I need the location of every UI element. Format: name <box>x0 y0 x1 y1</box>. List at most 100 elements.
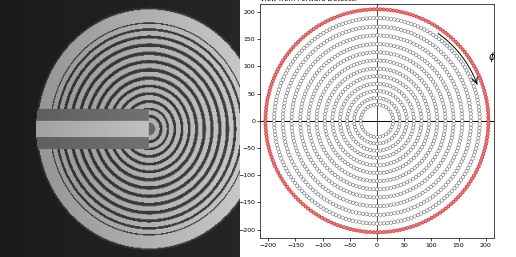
Circle shape <box>457 72 460 76</box>
Circle shape <box>476 168 479 171</box>
Circle shape <box>399 37 402 40</box>
Circle shape <box>469 108 472 112</box>
Circle shape <box>379 149 382 152</box>
Circle shape <box>416 204 420 207</box>
Circle shape <box>444 68 447 71</box>
Circle shape <box>382 213 385 216</box>
Circle shape <box>294 166 297 170</box>
Circle shape <box>345 39 348 43</box>
Circle shape <box>440 199 443 202</box>
Circle shape <box>423 69 426 73</box>
Circle shape <box>450 49 454 52</box>
Circle shape <box>308 130 311 133</box>
Circle shape <box>343 170 346 173</box>
Circle shape <box>350 103 353 106</box>
Circle shape <box>286 69 289 72</box>
Circle shape <box>442 53 445 56</box>
Circle shape <box>331 119 334 123</box>
Circle shape <box>483 149 486 152</box>
Circle shape <box>379 16 382 20</box>
Circle shape <box>372 156 375 159</box>
Circle shape <box>478 123 481 126</box>
Circle shape <box>273 105 277 108</box>
Circle shape <box>342 188 345 191</box>
Circle shape <box>382 141 385 144</box>
Circle shape <box>395 151 398 154</box>
Circle shape <box>404 129 407 132</box>
Circle shape <box>287 172 291 176</box>
Circle shape <box>303 165 307 168</box>
Circle shape <box>325 177 328 180</box>
Circle shape <box>307 207 310 210</box>
Circle shape <box>302 178 305 181</box>
Circle shape <box>316 109 319 112</box>
Circle shape <box>478 77 481 80</box>
Circle shape <box>461 123 464 126</box>
Circle shape <box>423 157 426 160</box>
Circle shape <box>332 130 335 133</box>
Circle shape <box>405 113 408 116</box>
Circle shape <box>375 89 379 93</box>
Circle shape <box>355 185 358 188</box>
Circle shape <box>297 86 300 89</box>
Circle shape <box>417 151 420 154</box>
Circle shape <box>415 53 418 57</box>
Circle shape <box>452 200 455 204</box>
Circle shape <box>459 45 462 49</box>
Circle shape <box>315 119 318 122</box>
Circle shape <box>282 133 285 136</box>
Circle shape <box>325 39 329 43</box>
Circle shape <box>433 155 437 159</box>
Circle shape <box>407 161 410 164</box>
Circle shape <box>395 167 398 171</box>
Circle shape <box>379 188 382 191</box>
Circle shape <box>319 183 322 186</box>
Circle shape <box>372 213 375 216</box>
Circle shape <box>397 126 400 129</box>
Circle shape <box>372 188 375 191</box>
Circle shape <box>379 42 382 46</box>
Circle shape <box>466 166 470 170</box>
Circle shape <box>396 193 399 196</box>
Circle shape <box>379 163 382 167</box>
Circle shape <box>398 175 401 178</box>
Circle shape <box>368 16 372 20</box>
Circle shape <box>337 72 341 75</box>
Circle shape <box>292 163 296 167</box>
Circle shape <box>439 27 442 31</box>
Circle shape <box>423 179 426 182</box>
Circle shape <box>362 44 365 47</box>
Circle shape <box>305 44 309 47</box>
Circle shape <box>412 42 415 45</box>
Circle shape <box>458 140 461 143</box>
Circle shape <box>439 211 442 214</box>
Circle shape <box>389 195 392 198</box>
Circle shape <box>424 139 427 142</box>
Circle shape <box>342 13 345 16</box>
Circle shape <box>476 140 479 143</box>
Circle shape <box>305 149 308 153</box>
Circle shape <box>356 71 359 74</box>
Circle shape <box>331 36 335 39</box>
Circle shape <box>357 143 360 146</box>
Circle shape <box>395 79 399 83</box>
Circle shape <box>329 96 332 99</box>
Circle shape <box>332 148 335 151</box>
Circle shape <box>341 133 344 136</box>
Circle shape <box>341 106 344 109</box>
Circle shape <box>372 179 375 183</box>
Circle shape <box>291 105 294 109</box>
Circle shape <box>315 213 318 216</box>
Circle shape <box>452 130 455 133</box>
Circle shape <box>427 116 431 119</box>
Circle shape <box>469 123 473 126</box>
Circle shape <box>375 25 379 28</box>
Circle shape <box>382 75 385 78</box>
Circle shape <box>487 116 490 119</box>
Circle shape <box>433 170 437 173</box>
Circle shape <box>375 196 379 199</box>
Circle shape <box>455 69 458 72</box>
Circle shape <box>427 218 430 221</box>
Circle shape <box>368 8 372 11</box>
Circle shape <box>421 145 424 149</box>
